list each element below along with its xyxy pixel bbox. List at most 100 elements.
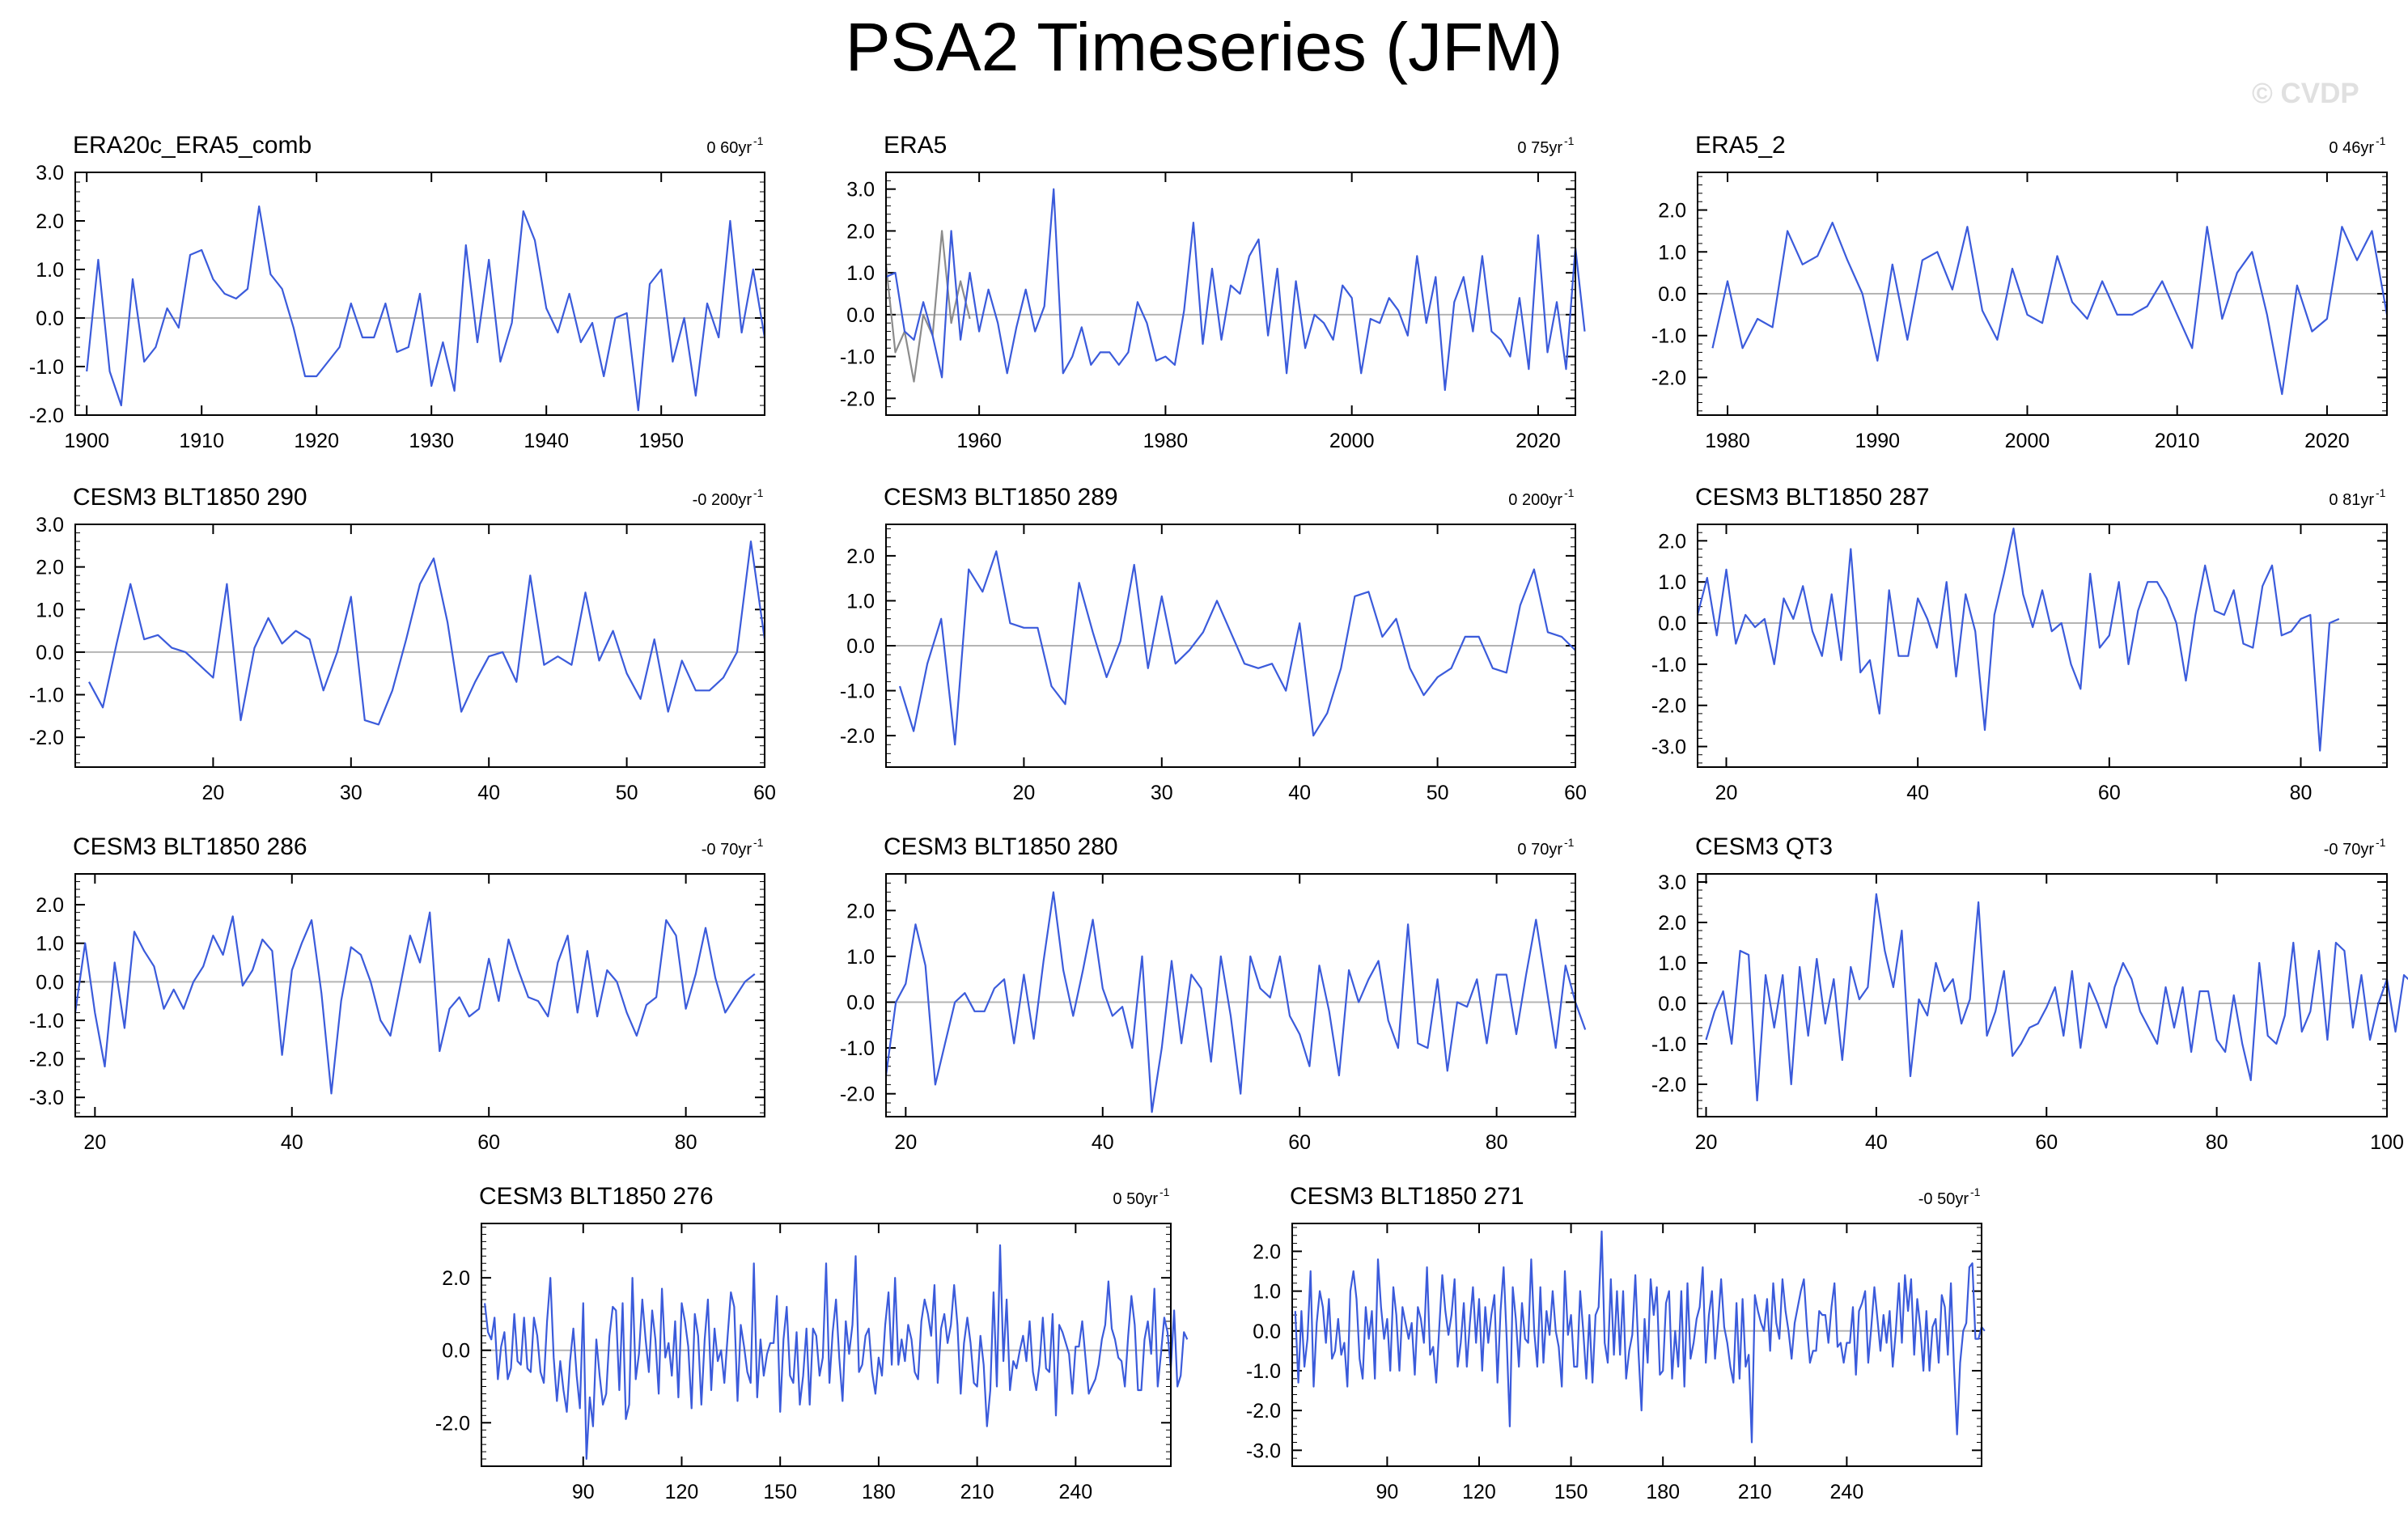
series-line [1705,893,2408,1102]
x-tick-label: 20 [83,1131,106,1154]
x-tick-label: 20 [201,782,224,804]
x-tick-label: 40 [477,782,500,804]
y-tick-label: 0.0 [36,971,64,994]
x-tick-label: 60 [477,1131,500,1154]
x-tick-label: 1930 [409,430,454,452]
series-line [1294,1230,1986,1444]
x-tick-label: 30 [340,782,362,804]
x-tick-label: 2010 [2155,430,2200,452]
y-tick-label: 2.0 [36,210,64,233]
x-tick-label: 80 [675,1131,697,1154]
trend-exponent: -1 [1564,134,1575,147]
y-tick-label: 1.0 [36,259,64,282]
trend-exponent: -1 [753,836,764,849]
chart-panel-4: CESM3 BLT1850 290 -0 200yr -1 -2.0 -1.0 0.0 1.… [29,484,776,804]
x-tick-label: 40 [1906,782,1929,804]
plot-frame [74,524,765,768]
x-tick-label: 1980 [1705,430,1750,452]
x-tick-label: 1920 [294,430,339,452]
x-tick-label: 2000 [2005,430,2050,452]
y-tick-label: 1.0 [36,599,64,621]
series-line [484,1244,1189,1461]
trend-label: 0 60yr [706,139,752,157]
x-tick-label: 40 [1288,782,1311,804]
chart-panel-8: CESM3 BLT1850 280 0 70yr -1 -2.0 -1.0 0.0 1.0 2… [840,833,1587,1154]
series-line [88,540,766,726]
trend-exponent: -1 [1564,836,1575,849]
trend-exponent: -1 [2376,134,2386,147]
x-tick-label: 60 [1288,1131,1311,1154]
plot-frame [885,873,1576,1117]
x-tick-label: 2020 [2304,430,2350,452]
panel-title: ERA20c_ERA5_comb [73,132,312,159]
y-tick-label: 2.0 [1658,200,1686,223]
panel-title: CESM3 BLT1850 280 [884,833,1118,860]
trend-exponent: -1 [1159,1185,1170,1198]
plot-frame [74,873,765,1117]
x-tick-label: 210 [960,1481,994,1503]
x-tick-label: 240 [1058,1481,1092,1503]
overlay-series-line [884,230,971,383]
plot-frame [885,524,1576,768]
y-tick-label: -1.0 [1651,325,1686,348]
y-tick-label: 1.0 [846,946,875,969]
x-tick-label: 60 [2098,782,2121,804]
plot-frame [1697,524,2388,768]
y-tick-label: 0.0 [1658,283,1686,306]
y-tick-label: -2.0 [29,1049,64,1071]
x-tick-label: 60 [1564,782,1587,804]
y-tick-label: -2.0 [840,725,875,748]
panel-title: CESM3 BLT1850 286 [73,833,307,860]
x-tick-label: 1910 [179,430,224,452]
y-tick-label: 3.0 [1658,871,1686,894]
y-tick-label: -3.0 [1651,736,1686,759]
chart-panel-3: ERA5_2 0 46yr -1 -2.0 -1.0 0.0 1.0 2.0 1980 1990 2… [1651,132,2389,452]
x-tick-label: 40 [1092,1131,1114,1154]
y-tick-label: -2.0 [840,1083,875,1106]
trend-label: 0 50yr [1113,1190,1158,1208]
y-tick-label: -2.0 [29,405,64,427]
y-tick-label: 0.0 [36,307,64,330]
x-tick-label: 1900 [64,430,109,452]
page-title: PSA2 Timeseries (JFM) [845,9,1563,85]
trend-label: 0 200yr [1508,491,1562,509]
trend-label: -0 200yr [693,491,752,509]
y-tick-label: 1.0 [1253,1281,1281,1304]
y-tick-label: -1.0 [840,346,875,369]
y-tick-label: -1.0 [29,685,64,707]
trend-label: 0 81yr [2329,491,2374,509]
x-tick-label: 50 [616,782,638,804]
y-tick-label: -2.0 [840,388,875,410]
y-tick-label: 3.0 [846,179,875,201]
panel-title: CESM3 BLT1850 287 [1695,484,1930,511]
x-tick-label: 30 [1151,782,1173,804]
x-tick-label: 150 [1554,1481,1588,1503]
y-tick-label: 0.0 [846,304,875,327]
y-tick-label: -1.0 [840,681,875,703]
y-tick-label: -2.0 [29,727,64,749]
series-line [884,891,1587,1113]
x-tick-label: 90 [572,1481,595,1503]
x-tick-label: 1940 [524,430,569,452]
plot-frame [1291,1223,1982,1467]
x-tick-label: 20 [894,1131,917,1154]
y-tick-label: 1.0 [1658,571,1686,594]
series-line [885,188,1586,392]
trend-label: 0 70yr [1517,841,1562,859]
y-tick-label: -1.0 [1651,654,1686,676]
series-line [898,550,1576,746]
y-tick-label: 0.0 [1658,613,1686,635]
plot-frame [1697,172,2388,416]
plot-frame [481,1223,1172,1467]
x-tick-label: 2020 [1516,430,1561,452]
y-tick-label: 1.0 [846,262,875,285]
x-tick-label: 180 [862,1481,896,1503]
y-tick-label: 3.0 [36,162,64,184]
y-tick-label: 1.0 [36,933,64,956]
x-tick-label: 40 [281,1131,303,1154]
plot-frame [1697,873,2388,1117]
panel-title: CESM3 BLT1850 290 [73,484,307,511]
panel-title: ERA5_2 [1695,132,1786,159]
trend-exponent: -1 [2376,486,2386,499]
